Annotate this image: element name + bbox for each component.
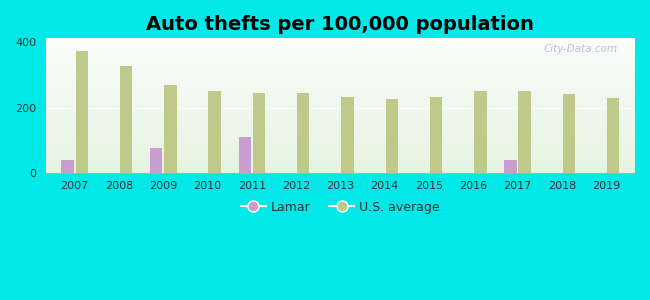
Bar [504, 160, 517, 173]
Bar [150, 148, 162, 173]
Bar [519, 91, 531, 173]
Bar [46, 168, 635, 171]
Bar [46, 163, 635, 165]
Bar [253, 93, 265, 173]
Bar [341, 97, 354, 173]
Bar [46, 138, 635, 141]
Bar [46, 125, 635, 128]
Bar [46, 87, 635, 90]
Bar [46, 114, 635, 117]
Bar [46, 52, 635, 55]
Title: Auto thefts per 100,000 population: Auto thefts per 100,000 population [146, 15, 534, 34]
Bar [46, 103, 635, 106]
Bar [46, 122, 635, 125]
Bar [46, 106, 635, 109]
Bar [46, 133, 635, 136]
Bar [46, 65, 635, 68]
Bar [46, 82, 635, 84]
Bar [46, 95, 635, 98]
Bar [46, 144, 635, 146]
Bar [46, 171, 635, 173]
Bar [75, 51, 88, 173]
Bar [46, 76, 635, 79]
Bar [46, 90, 635, 92]
Bar [46, 38, 635, 41]
Bar [46, 44, 635, 46]
Bar [46, 119, 635, 122]
Bar [209, 91, 221, 173]
Bar [46, 109, 635, 111]
Bar [563, 94, 575, 173]
Bar [297, 93, 309, 173]
Bar [120, 66, 132, 173]
Bar [239, 136, 251, 173]
Bar [46, 154, 635, 157]
Bar [46, 55, 635, 57]
Bar [46, 128, 635, 130]
Bar [46, 130, 635, 133]
Bar [46, 141, 635, 144]
Bar [164, 85, 177, 173]
Bar [46, 92, 635, 95]
Bar [46, 152, 635, 154]
Bar [46, 57, 635, 60]
Bar [46, 111, 635, 114]
Bar [474, 91, 487, 173]
Bar [46, 146, 635, 149]
Bar [46, 68, 635, 71]
Bar [385, 99, 398, 173]
Bar [46, 149, 635, 152]
Bar [46, 160, 635, 163]
Bar [46, 49, 635, 52]
Bar [46, 46, 635, 49]
Bar [46, 98, 635, 100]
Bar [46, 41, 635, 44]
Text: City-Data.com: City-Data.com [543, 44, 618, 54]
Bar [46, 79, 635, 82]
Bar [46, 84, 635, 87]
Bar [46, 100, 635, 103]
Bar [61, 160, 73, 173]
Bar [46, 165, 635, 168]
Bar [46, 136, 635, 138]
Bar [46, 157, 635, 160]
Bar [46, 63, 635, 65]
Bar [46, 117, 635, 119]
Legend: Lamar, U.S. average: Lamar, U.S. average [236, 196, 445, 219]
Bar [46, 60, 635, 63]
Bar [430, 97, 442, 173]
Bar [607, 98, 619, 173]
Bar [46, 71, 635, 74]
Bar [46, 74, 635, 76]
